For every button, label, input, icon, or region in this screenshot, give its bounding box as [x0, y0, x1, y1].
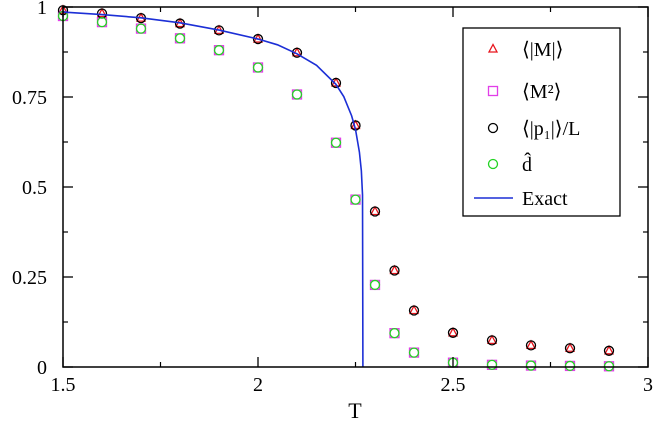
data-point: [525, 340, 537, 351]
data-point: [603, 345, 615, 356]
data-point: [389, 265, 400, 276]
data-point: [291, 89, 303, 100]
data-point: [486, 335, 498, 346]
data-point: [603, 344, 615, 355]
legend-label: ⟨|p₁|⟩/L: [522, 118, 580, 140]
data-point: [447, 327, 459, 338]
data-point: [252, 62, 264, 73]
data-point: [564, 343, 576, 354]
x-axis-title: T: [348, 398, 362, 422]
y-tick-label: 1: [37, 0, 47, 19]
data-point: [525, 339, 537, 350]
data-point: [369, 279, 381, 291]
legend-label: ⟨M²⟩: [522, 81, 561, 103]
x-tick-label: 2: [253, 374, 263, 396]
data-point: [389, 328, 400, 339]
data-point: [564, 342, 576, 352]
data-point: [389, 264, 400, 275]
legend: ⟨|M|⟩ ⟨M²⟩ ⟨|p₁|⟩/L d̂ Exact: [462, 27, 621, 217]
data-point: [174, 33, 186, 44]
data-point: [350, 194, 361, 205]
data-point: [330, 137, 342, 148]
data-point: [135, 23, 147, 34]
data-point: [525, 360, 537, 371]
data-point: [486, 359, 498, 370]
legend-label: d̂: [522, 151, 532, 176]
data-point: [369, 206, 381, 217]
series-line: [62, 11, 364, 368]
data-point: [96, 7, 108, 18]
legend-box: [462, 27, 621, 217]
data-point: [408, 304, 420, 315]
data-point: [369, 205, 381, 216]
x-tick-label: 2.5: [441, 374, 466, 396]
data-point: [330, 77, 342, 89]
y-tick-label: 0.25: [12, 267, 47, 289]
data-point: [213, 45, 225, 56]
exact-curve: [62, 11, 364, 368]
legend-marker: [487, 85, 499, 97]
y-tick-label: 0: [37, 357, 47, 379]
x-tick-label: 3: [643, 374, 653, 396]
data-point: [96, 16, 108, 28]
x-tick-label: 1.5: [51, 374, 76, 396]
data-point: [252, 33, 264, 45]
y-tick-label: 0.75: [12, 87, 47, 109]
y-tick-label: 0.5: [22, 177, 47, 199]
data-point: [408, 347, 420, 358]
data-point: [486, 334, 498, 345]
legend-marker: [487, 158, 499, 170]
axis-ticks: 1.5 2 2.5 3 0 0.25 0.5 0.75 1: [12, 0, 653, 396]
data-point: [408, 305, 420, 316]
legend-marker: [487, 43, 499, 53]
legend-label: Exact: [522, 188, 568, 210]
data-point: [291, 47, 303, 58]
legend-marker: [487, 122, 499, 134]
data-point: [291, 46, 303, 57]
legend-label: ⟨|M|⟩: [522, 39, 563, 61]
data-point: [564, 360, 576, 372]
data-point: [447, 326, 459, 337]
